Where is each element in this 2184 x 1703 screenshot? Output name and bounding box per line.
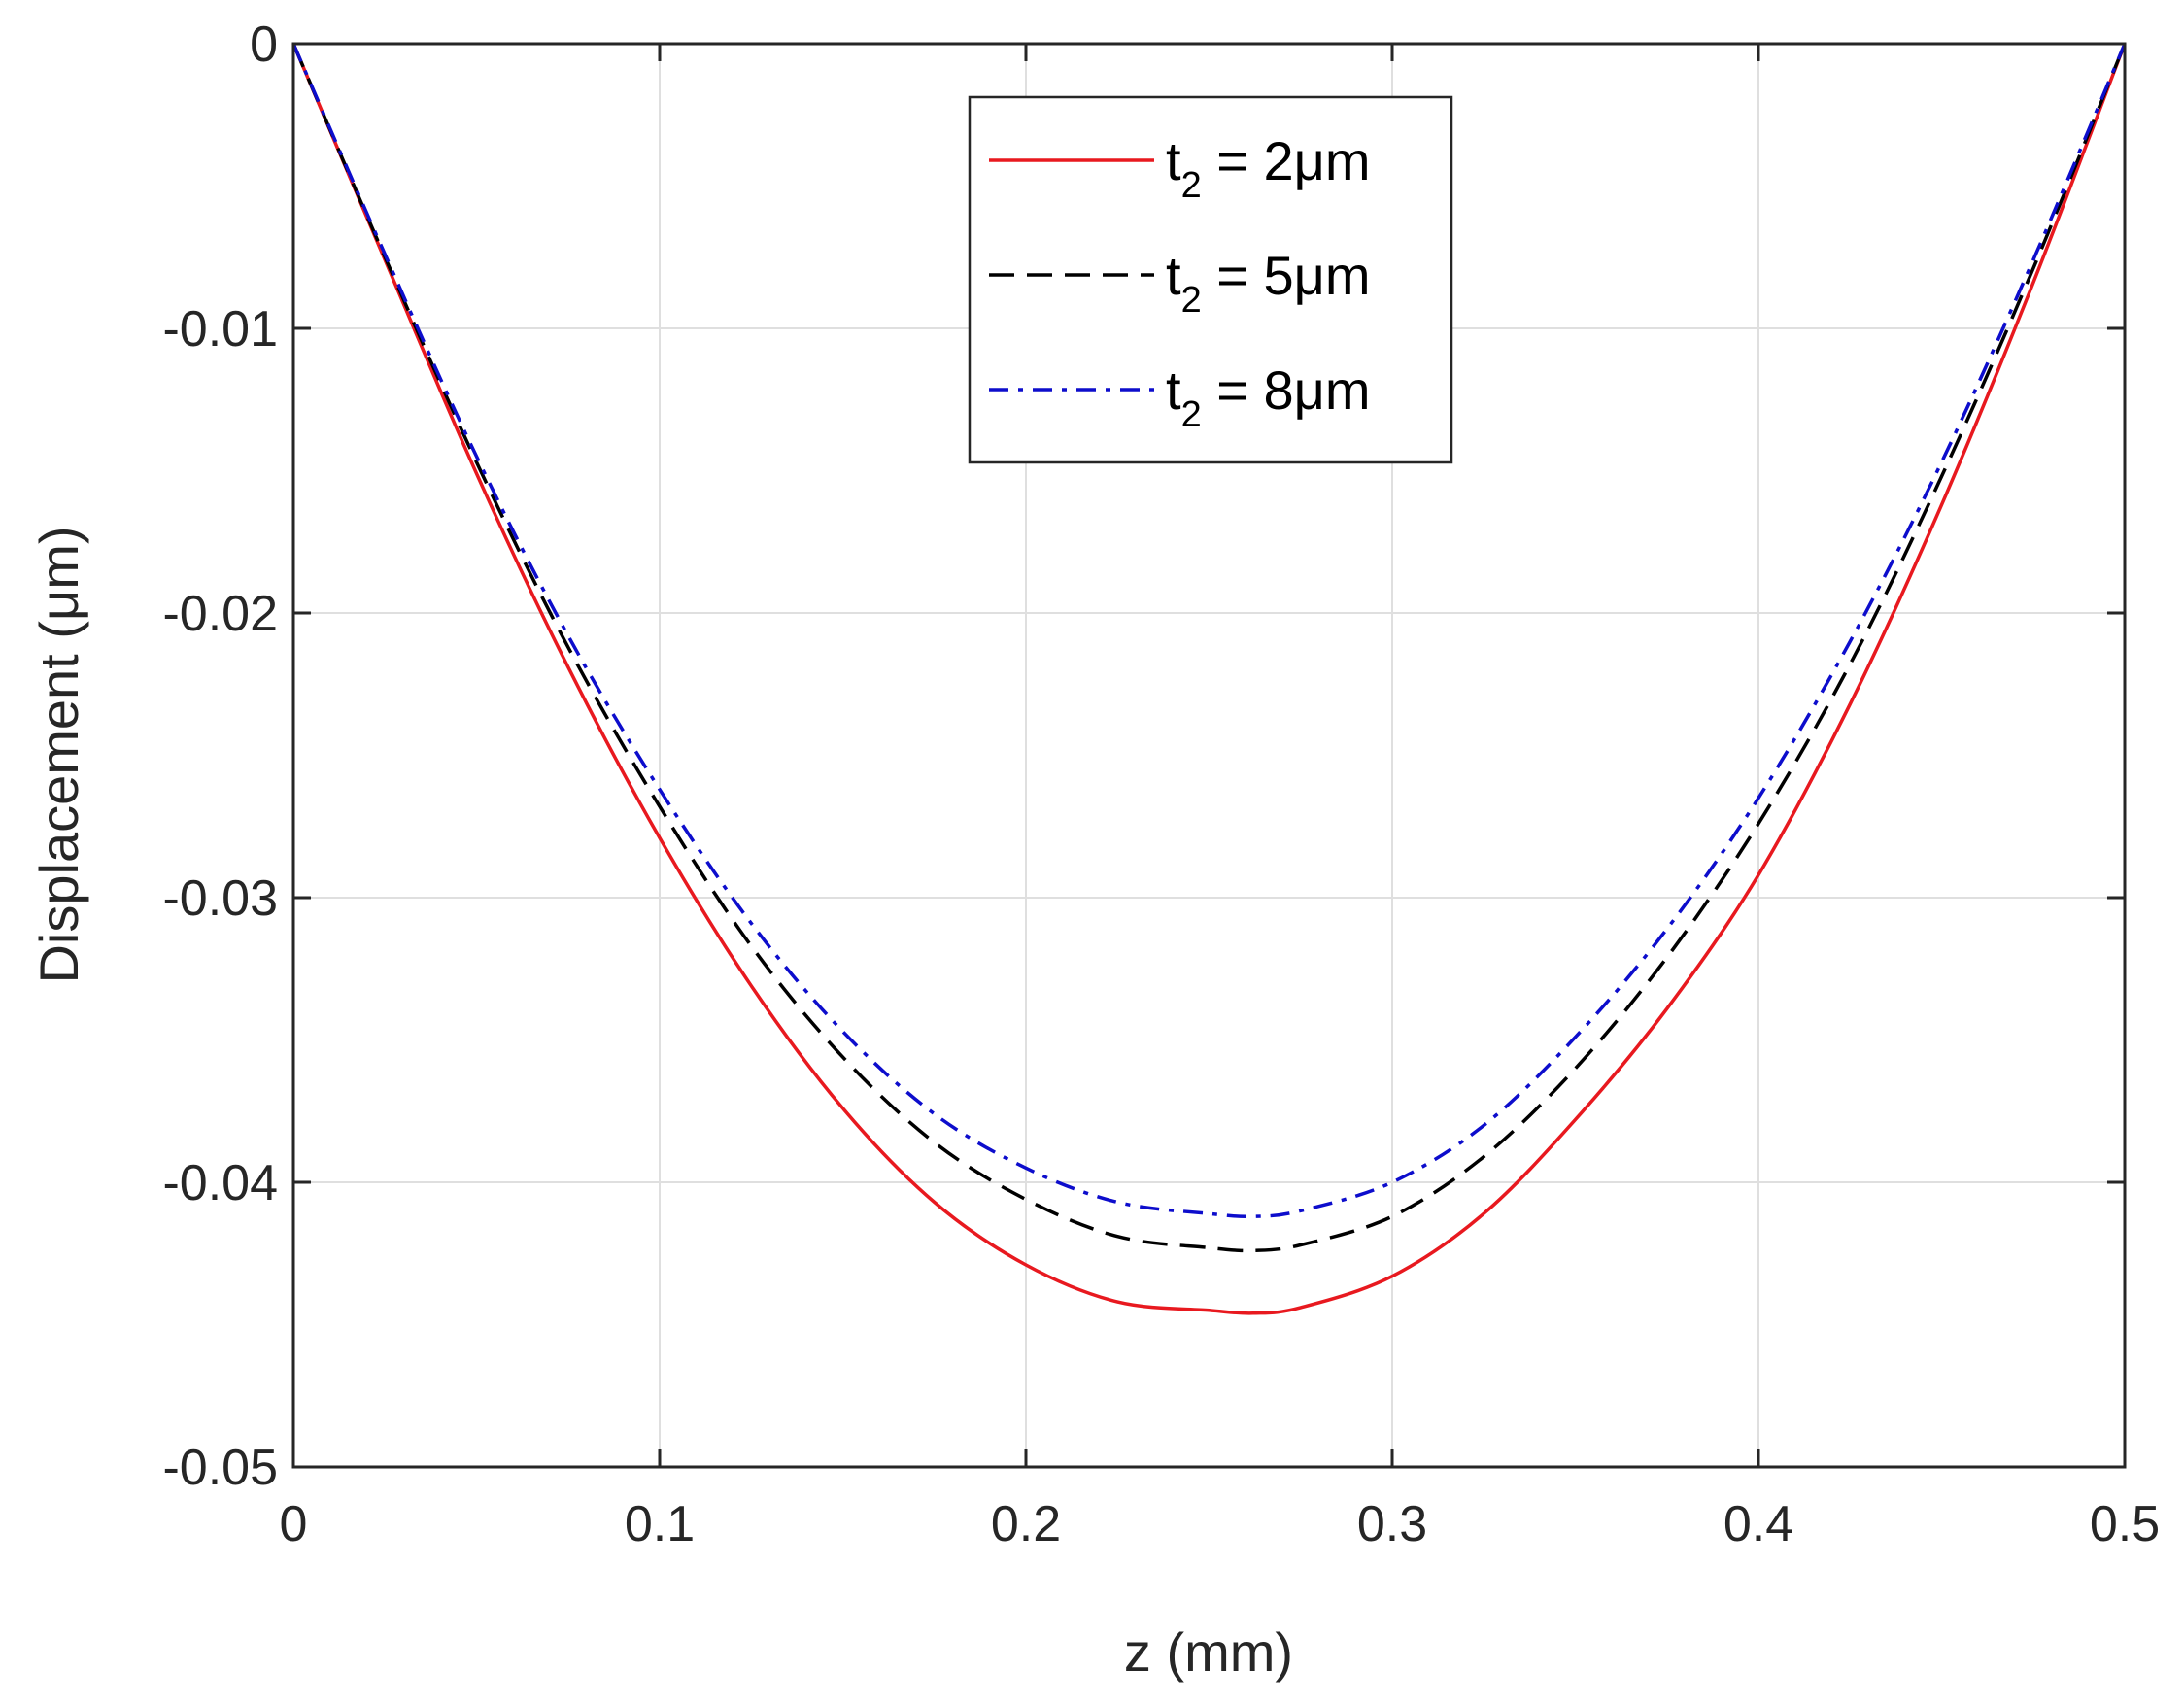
legend-box: [968, 95, 1453, 464]
x-tick-label: 0.4: [1723, 1496, 1793, 1552]
y-tick-label: 0: [250, 17, 278, 73]
y-tick-label: -0.01: [162, 301, 278, 358]
tick-labels: 0 0.1 0.2 0.3 0.4 0.5 0 -0.01 -0.02 -0.03 -0.04 -0.…: [162, 17, 2160, 1552]
y-axis-label: Displacement (μm): [28, 526, 89, 983]
legend: t2 = 2μm t2 = 5μm t2 = 8μm: [968, 95, 1453, 464]
y-tick-label: -0.04: [162, 1155, 278, 1211]
x-tick-label: 0.3: [1357, 1496, 1427, 1552]
legend-label: t2 = 2μm: [1166, 130, 1371, 206]
x-tick-label: 0: [280, 1496, 308, 1552]
x-tick-label: 0.5: [2090, 1496, 2160, 1552]
series-line: [291, 43, 2127, 1315]
y-tick-label: -0.05: [162, 1440, 278, 1496]
x-axis-label: z (mm): [1124, 1621, 1293, 1683]
series-layer: [291, 43, 2127, 1315]
x-tick-label: 0.2: [991, 1496, 1061, 1552]
legend-label: t2 = 8μm: [1166, 359, 1371, 435]
series-line: [291, 43, 2127, 1253]
plot-frame: [291, 42, 2127, 1469]
y-tick-label: -0.03: [162, 870, 278, 927]
grid-lines: [293, 44, 2125, 1467]
x-tick-label: 0.1: [625, 1496, 695, 1552]
y-tick-label: -0.02: [162, 586, 278, 642]
legend-label: t2 = 5μm: [1166, 245, 1371, 321]
tick-marks: [291, 42, 2127, 1469]
